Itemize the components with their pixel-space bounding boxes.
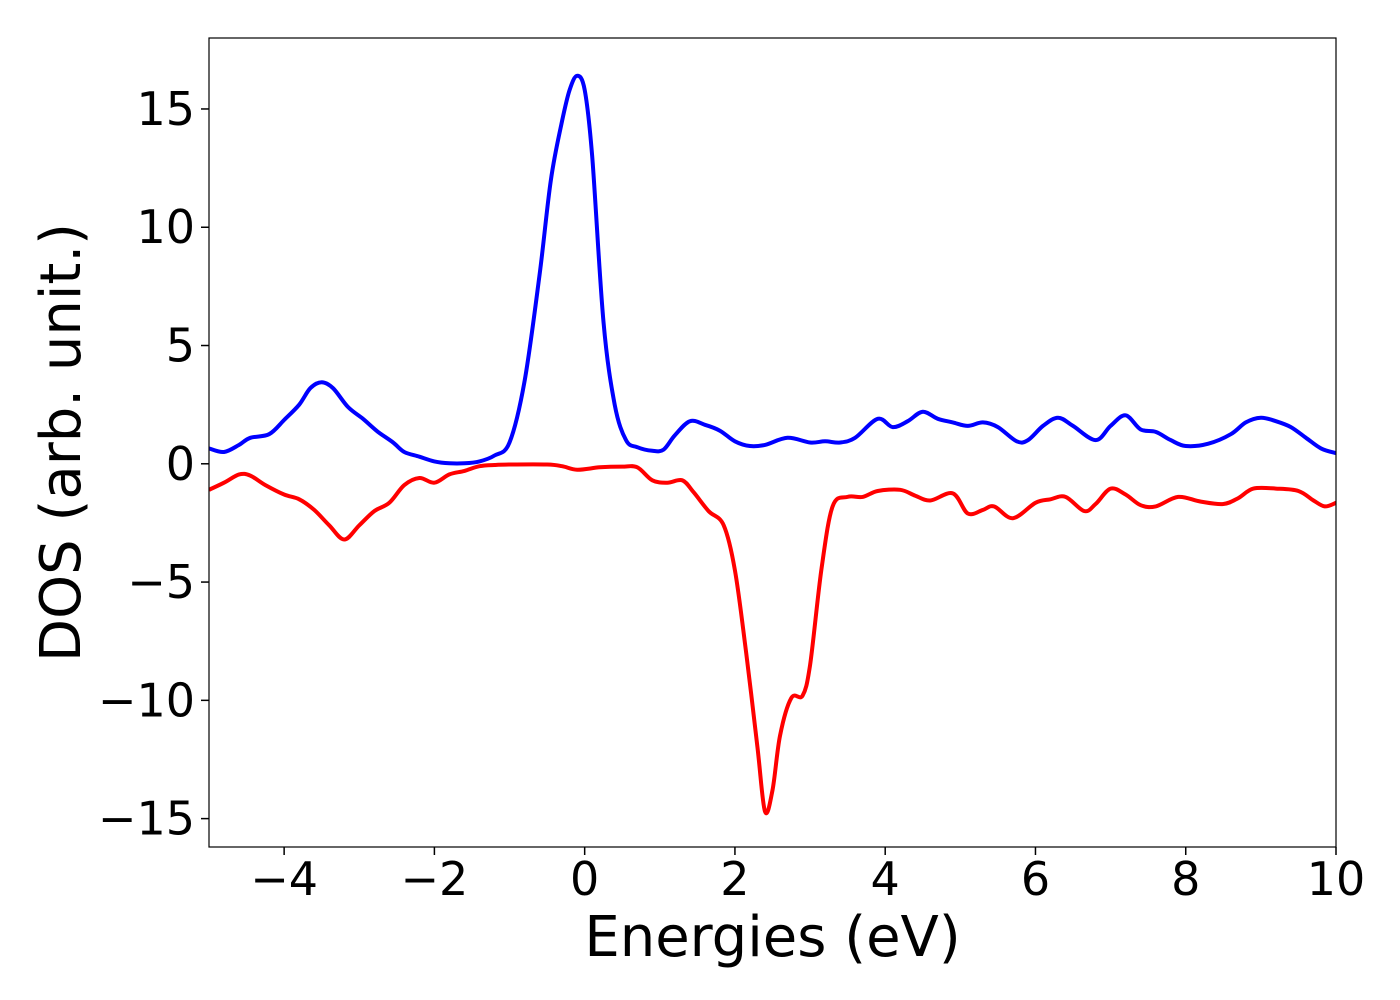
y-tick-label: 10 <box>136 200 195 254</box>
y-tick-label: 0 <box>166 437 195 491</box>
series-line-1 <box>209 73 1336 466</box>
y-tick-label: −15 <box>98 792 195 846</box>
y-tick-label: −10 <box>98 673 195 727</box>
x-tick-label: 10 <box>1307 852 1366 906</box>
x-tick-label: 2 <box>720 852 749 906</box>
y-tick-label: −5 <box>127 555 195 609</box>
series-line-2 <box>209 462 1336 816</box>
series-layer <box>209 73 1336 816</box>
y-tick-label: 15 <box>136 82 195 136</box>
x-tick-label: 0 <box>570 852 599 906</box>
x-axis-title: Energies (eV) <box>584 905 960 970</box>
x-tick-label: 8 <box>1171 852 1200 906</box>
y-axis-title: DOS (arb. unit.) <box>29 223 94 662</box>
x-tick-label: −4 <box>250 852 318 906</box>
ticks-layer: −4 −2 0 2 4 6 8 10 −15 −10 −5 0 5 10 15 <box>98 82 1365 906</box>
x-tick-label: 6 <box>1021 852 1050 906</box>
y-tick-label: 5 <box>166 319 195 373</box>
plot-area-frame <box>208 37 1337 848</box>
x-tick-label: −2 <box>400 852 468 906</box>
x-tick-label: 4 <box>871 852 900 906</box>
